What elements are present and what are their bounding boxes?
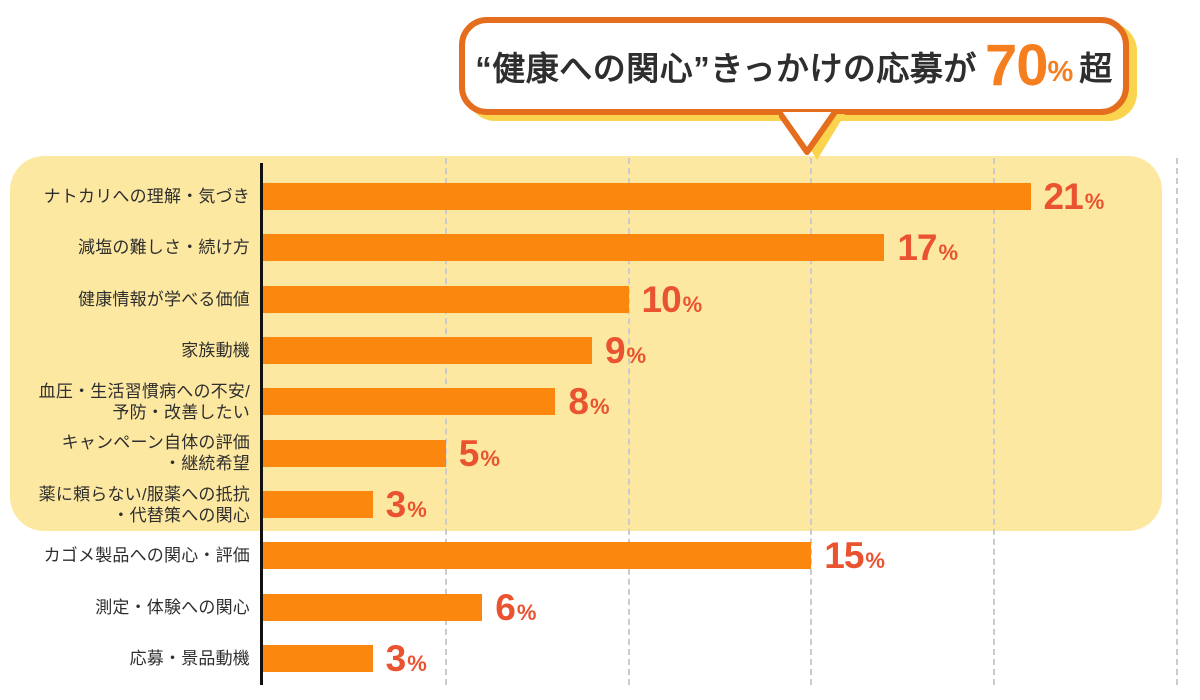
value-label: 21% [1043,176,1105,217]
value-label: 10% [641,278,703,320]
category-label: 家族動機 [181,341,250,361]
callout-value: 70 [984,33,1049,98]
callout-bubble: “健康への関心”きっかけの応募が 70 % 超 [459,17,1129,115]
bar [263,645,373,673]
bar-row: 応募・景品動機 3% [0,633,1200,685]
bar-row: 血圧・生活習慣病への不安/予防・改善したい 8% [0,376,1200,428]
value-label: 3% [385,638,427,680]
category-label: 薬に頼らない/服薬への抵抗 ・代替策への関心 [38,484,250,525]
bar [263,542,812,570]
bar [263,337,592,365]
gridline-15-percent [810,158,813,685]
value-label: 17% [897,227,959,269]
y-axis-line [260,163,263,685]
callout-prefix: “健康への関心”きっかけの応募が [475,50,977,87]
callout-tail-border [779,112,838,155]
gridline-25-percent [1175,158,1178,685]
category-label: 血圧・生活習慣病への不安/予防・改善したい [38,381,250,422]
value-label: 5% [458,432,500,474]
category-label: 減塩の難しさ・続け方 [78,238,250,258]
bar-row: ナトカリへの理解・気づき 21% [0,171,1200,223]
bar [263,234,885,262]
bar [263,388,556,416]
callout-tail-fill [779,112,835,152]
bar-row: 測定・体験への関心 6% [0,581,1200,633]
gridline-10-percent [627,158,630,685]
bar [263,593,483,621]
bar-row: 薬に頼らない/服薬への抵抗 ・代替策への関心 3% [0,479,1200,531]
bar-row: 健康情報が学べる価値 10% [0,273,1200,325]
bar-row: キャンペーン自体の評価 ・継統希望 5% [0,427,1200,479]
category-label: カゴメ製品への関心・評価 [43,546,250,566]
bar-row: 減塩の難しさ・続け方 17% [0,222,1200,274]
category-label: キャンペーン自体の評価 ・継統希望 [61,433,250,474]
callout-text: “健康への関心”きっかけの応募が 70 % 超 [475,37,1113,95]
callout-suffix: 超 [1079,50,1113,87]
value-label: 6% [495,586,537,628]
bar-row: カゴメ製品への関心・評価 15% [0,530,1200,582]
bar [263,439,446,467]
bar [263,183,1031,210]
value-label: 15% [824,535,885,577]
callout-tail-icon [779,112,845,160]
gridline-5-percent [444,158,447,685]
gridline-20-percent [993,158,995,685]
bar [263,285,629,313]
category-label: ナトカリへの理解・気づき [43,187,250,206]
bar-row: 家族動機 9% [0,325,1200,377]
category-label: 応募・景品動機 [129,649,250,669]
category-label: 健康情報が学べる価値 [78,289,250,309]
value-label: 3% [385,484,427,526]
value-label: 9% [604,330,647,372]
value-label: 8% [568,381,610,423]
category-label: 測定・体験への関心 [95,597,250,617]
bar [263,491,373,519]
callout-unit: % [1047,56,1074,88]
